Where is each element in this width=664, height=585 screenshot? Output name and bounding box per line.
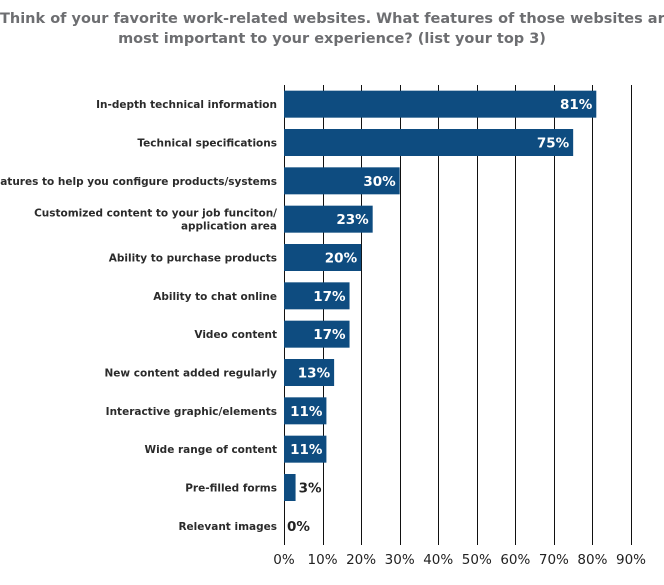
bar-8 [284, 397, 327, 425]
category-label-11: Relevant images [178, 521, 277, 533]
category-label-5: Ability to chat online [153, 291, 277, 303]
bar-2 [284, 167, 400, 195]
bar-0 [284, 90, 597, 118]
data-label-3: 23% [336, 212, 369, 228]
data-label-1: 75% [537, 136, 570, 152]
category-label-7: New content added regularly [105, 368, 278, 380]
x-tick-label-0: 0% [273, 552, 295, 568]
category-label-9: Wide range of content [145, 444, 278, 456]
data-label-5: 17% [313, 289, 346, 305]
bar-3 [284, 205, 373, 233]
data-label-9: 11% [290, 442, 323, 458]
data-label-4: 20% [325, 251, 358, 267]
category-label-2: Features to help you configure products/… [0, 176, 277, 188]
data-label-10: 3% [299, 481, 322, 497]
data-label-8: 11% [290, 404, 323, 420]
category-label-4: Ability to purchase products [109, 253, 277, 265]
x-tick-label-7: 70% [539, 552, 569, 568]
chart-title-line-2: most important to your experience? (list… [118, 31, 546, 47]
x-tick-label-4: 40% [423, 552, 453, 568]
category-label-1: Technical specifications [137, 138, 277, 150]
data-label-11: 0% [287, 519, 310, 535]
x-tick-label-1: 10% [308, 552, 338, 568]
x-tick-label-5: 50% [462, 552, 492, 568]
data-label-6: 17% [313, 327, 346, 343]
data-label-7: 13% [298, 366, 331, 382]
category-label-0: In-depth technical information [96, 99, 277, 111]
x-tick-label-2: 20% [346, 552, 376, 568]
bar-6 [284, 320, 350, 348]
x-tick-label-8: 80% [577, 552, 607, 568]
category-label-8: Interactive graphic/elements [106, 406, 277, 418]
bar-5 [284, 282, 350, 310]
bar-4 [284, 244, 362, 271]
x-tick-label-6: 60% [500, 552, 530, 568]
bar-9 [284, 435, 327, 463]
bar-10 [284, 474, 296, 501]
category-label-10: Pre-filled forms [185, 483, 277, 495]
chart-title: Think of your favorite work-related webs… [0, 9, 664, 49]
data-label-0: 81% [560, 97, 593, 113]
chart-title-line-1: Think of your favorite work-related webs… [0, 11, 664, 27]
bar-7 [284, 359, 335, 386]
x-tick-label-9: 90% [616, 552, 646, 568]
data-label-2: 30% [363, 174, 396, 190]
category-label-3-line-1: application area [181, 221, 277, 233]
x-tick-label-3: 30% [385, 552, 415, 568]
category-label-3-line-0: Customized content to your job funciton/ [34, 208, 277, 220]
bar-1 [284, 129, 574, 156]
category-label-6: Video content [194, 329, 277, 341]
